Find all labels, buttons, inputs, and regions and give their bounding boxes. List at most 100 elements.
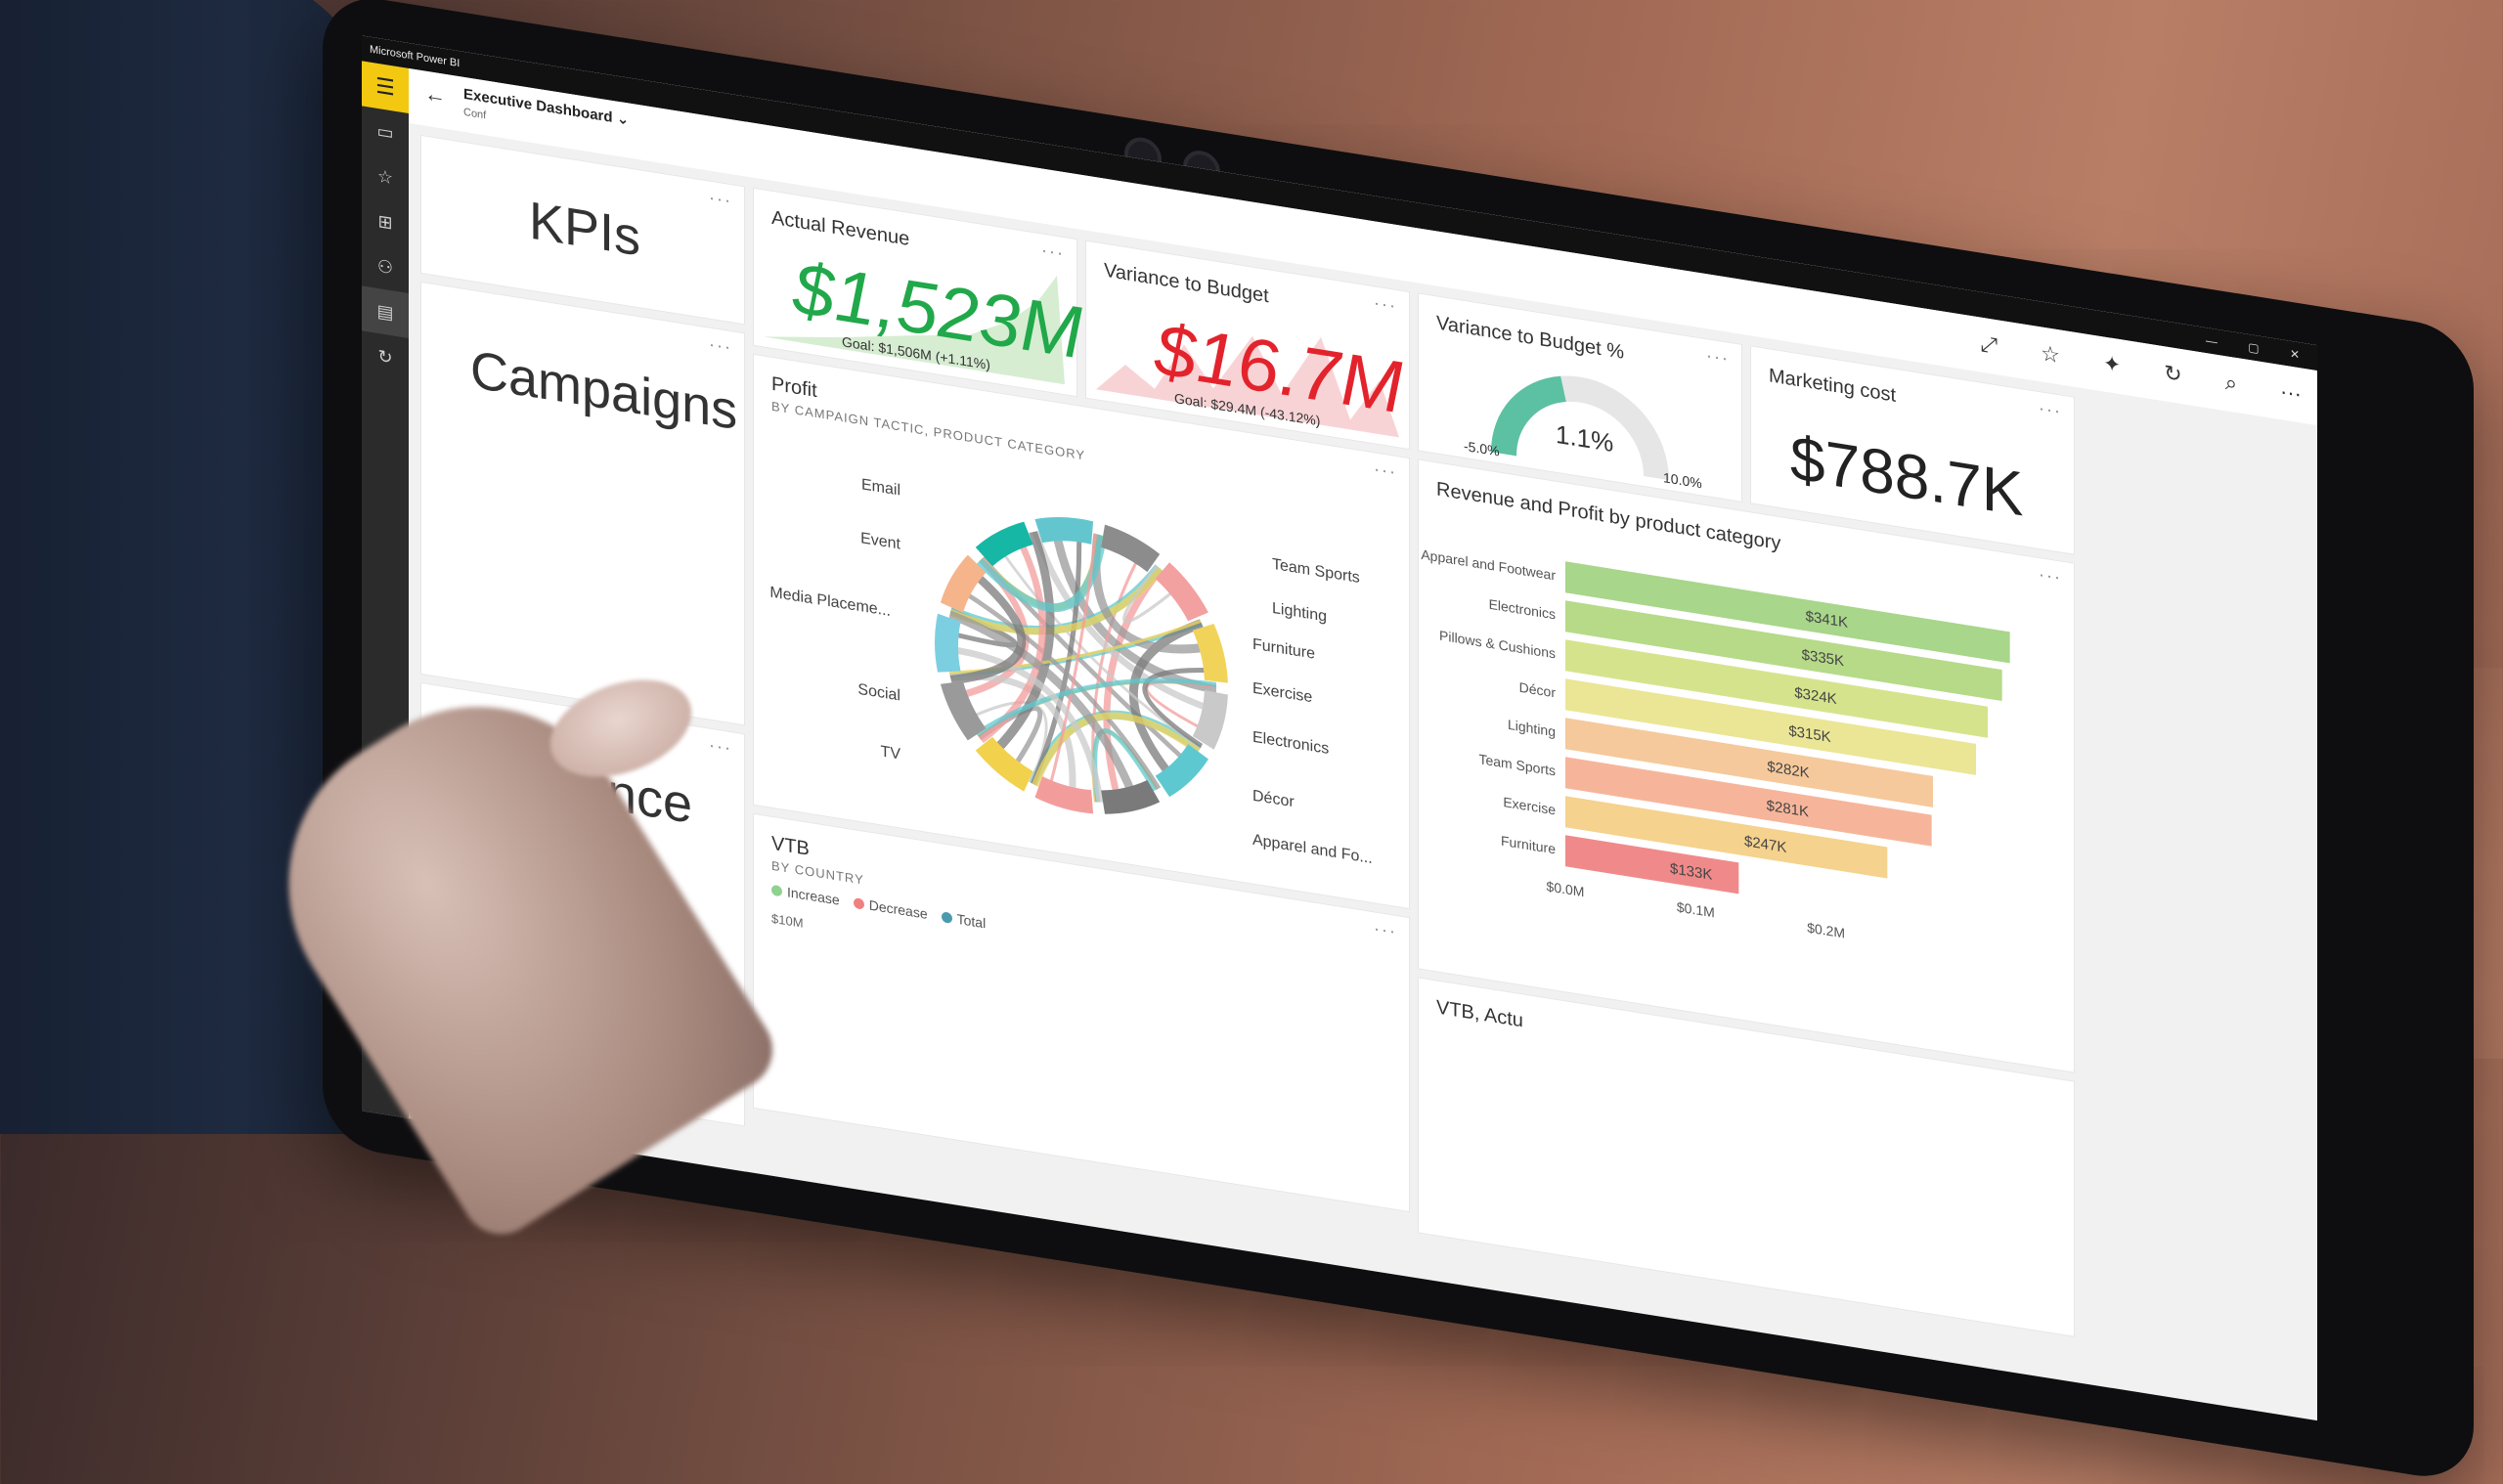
bar-data-label: $282K [1767, 759, 1809, 782]
chord-ribbon [996, 545, 1202, 750]
tile-menu-icon[interactable]: ··· [1374, 918, 1397, 942]
favorite-icon[interactable]: ☆ [2041, 340, 2060, 369]
chord-label: Event [860, 529, 900, 552]
legend-increase: Increase [771, 882, 840, 908]
chord-segment [975, 736, 1033, 792]
x-tick-label: $0.0M [1547, 878, 1585, 899]
tile-menu-icon[interactable]: ··· [709, 734, 732, 759]
bar[interactable] [1565, 600, 2002, 702]
chord-ribbon [1121, 564, 1180, 624]
more-icon[interactable]: ··· [2280, 378, 2302, 407]
chord-label: Media Placeme... [769, 584, 891, 620]
chord-segment [1155, 744, 1208, 798]
campaigns-label: Campaigns [470, 339, 738, 442]
variance-percent-tile[interactable]: ··· Variance to Budget % 1.1% -5.0% 10.0… [1418, 292, 1742, 502]
chord-ribbon [1047, 533, 1097, 793]
bar[interactable] [1565, 678, 1976, 775]
tile-menu-icon[interactable]: ··· [709, 187, 732, 211]
bar-data-label: $133K [1670, 860, 1712, 884]
vtb-axis-label: $10M [771, 910, 804, 931]
expand-icon[interactable]: ⤢ [1980, 330, 1998, 359]
chord-label: TV [881, 742, 901, 763]
bar[interactable] [1565, 561, 2010, 664]
workspace-icon[interactable]: ⊞ [377, 210, 393, 234]
bar[interactable] [1565, 718, 1933, 807]
chord-label: Exercise [1252, 679, 1312, 707]
chord-ribbon [949, 567, 1027, 685]
chord-label: Team Sports [1272, 555, 1360, 587]
x-tick-label: $0.2M [1807, 920, 1845, 941]
dataset-icon[interactable]: ▤ [362, 285, 409, 338]
marketing-cost-title: Marketing cost [1769, 365, 1897, 407]
variance-budget-area [1096, 335, 1399, 438]
search-icon[interactable]: ⌕ [2224, 370, 2238, 397]
profit-tile[interactable]: ··· Profit BY CAMPAIGN TACTIC, PRODUCT C… [753, 353, 1410, 910]
bar[interactable] [1565, 796, 1888, 879]
chord-ribbon [975, 677, 1217, 736]
campaigns-tile[interactable]: ··· Campaigns [420, 281, 745, 726]
refresh-icon[interactable]: ↻ [2164, 360, 2182, 388]
chat-icon[interactable]: ▭ [376, 120, 394, 144]
variance-gauge [1491, 375, 1669, 481]
people-icon[interactable]: ⚇ [376, 255, 394, 279]
bar-category-label: Team Sports [1478, 751, 1556, 778]
chord-label: Social [857, 680, 900, 705]
legend-total: Total [941, 908, 986, 931]
vtb-legend: Increase Decrease Total [771, 882, 986, 931]
chord-ribbon [1142, 667, 1216, 749]
bar[interactable] [1565, 639, 1988, 738]
tile-menu-icon[interactable]: ··· [709, 333, 732, 358]
bar-category-label: Décor [1519, 679, 1557, 701]
bar[interactable] [1565, 757, 1932, 847]
chord-segment [1155, 562, 1208, 622]
bar-category-label: Lighting [1508, 717, 1556, 740]
chord-segment [1034, 776, 1094, 814]
vtb-actual-title: VTB, Actu [1436, 996, 1523, 1032]
menu-icon[interactable]: ☰ [362, 61, 409, 113]
bar-data-label: $315K [1788, 722, 1830, 746]
revenue-profit-tile[interactable]: ··· Revenue and Profit by product catego… [1418, 458, 2075, 1073]
chord-label: Lighting [1272, 599, 1327, 626]
chord-label: Apparel and Fo... [1252, 831, 1373, 867]
chord-segment [1101, 780, 1161, 814]
bar-category-label: Apparel and Footwear [1421, 546, 1556, 584]
tile-menu-icon[interactable]: ··· [2039, 397, 2062, 421]
chord-ribbon [1032, 531, 1215, 714]
bar-category-label: Furniture [1501, 833, 1556, 857]
refresh-icon[interactable]: ↻ [377, 345, 393, 369]
chord-label: Furniture [1252, 635, 1315, 663]
x-tick-label: $0.1M [1677, 898, 1715, 920]
pin-icon[interactable]: ✦ [2102, 350, 2122, 378]
variance-budget-tile[interactable]: ··· Variance to Budget $16.7M Goal: $29.… [1085, 240, 1410, 451]
gauge-fill [1491, 375, 1567, 457]
bar-category-label: Pillows & Cushions [1439, 628, 1556, 662]
kpis-label: KPIs [529, 191, 641, 268]
vtb-title: VTB [771, 832, 810, 860]
actual-revenue-tile[interactable]: ··· Actual Revenue $1,523M Goal: $1,506M… [753, 187, 1082, 398]
dashboard-subtitle: Conf [463, 106, 487, 122]
chord-label: Email [861, 475, 900, 499]
bar-data-label: $324K [1794, 684, 1836, 708]
back-arrow-icon[interactable]: ← [424, 80, 446, 109]
chord-segment [1192, 624, 1228, 683]
chord-segment [940, 554, 987, 613]
bar[interactable] [1565, 835, 1739, 895]
chord-segment [1034, 517, 1094, 545]
chord-ribbon [948, 610, 1139, 800]
chord-ribbon [1031, 530, 1082, 786]
legend-decrease: Decrease [853, 895, 928, 922]
bar-category-label: Exercise [1503, 794, 1556, 817]
chord-segment [935, 613, 961, 673]
bar-category-label: Electronics [1489, 596, 1556, 623]
chord-segment [1192, 689, 1228, 750]
revenue-profit-bar-chart: Apparel and Footwear $341K Electronics $335… [1421, 546, 2010, 941]
bar-data-label: $281K [1767, 798, 1809, 821]
chord-ribbon [957, 587, 1162, 790]
chord-ribbon [1032, 712, 1201, 787]
star-icon[interactable]: ☆ [376, 165, 394, 189]
bar-data-label: $335K [1802, 646, 1844, 670]
chord-ribbon [976, 534, 1108, 613]
bar-data-label: $341K [1806, 608, 1848, 632]
chord-label: Electronics [1252, 728, 1329, 758]
bar-data-label: $247K [1744, 833, 1786, 856]
